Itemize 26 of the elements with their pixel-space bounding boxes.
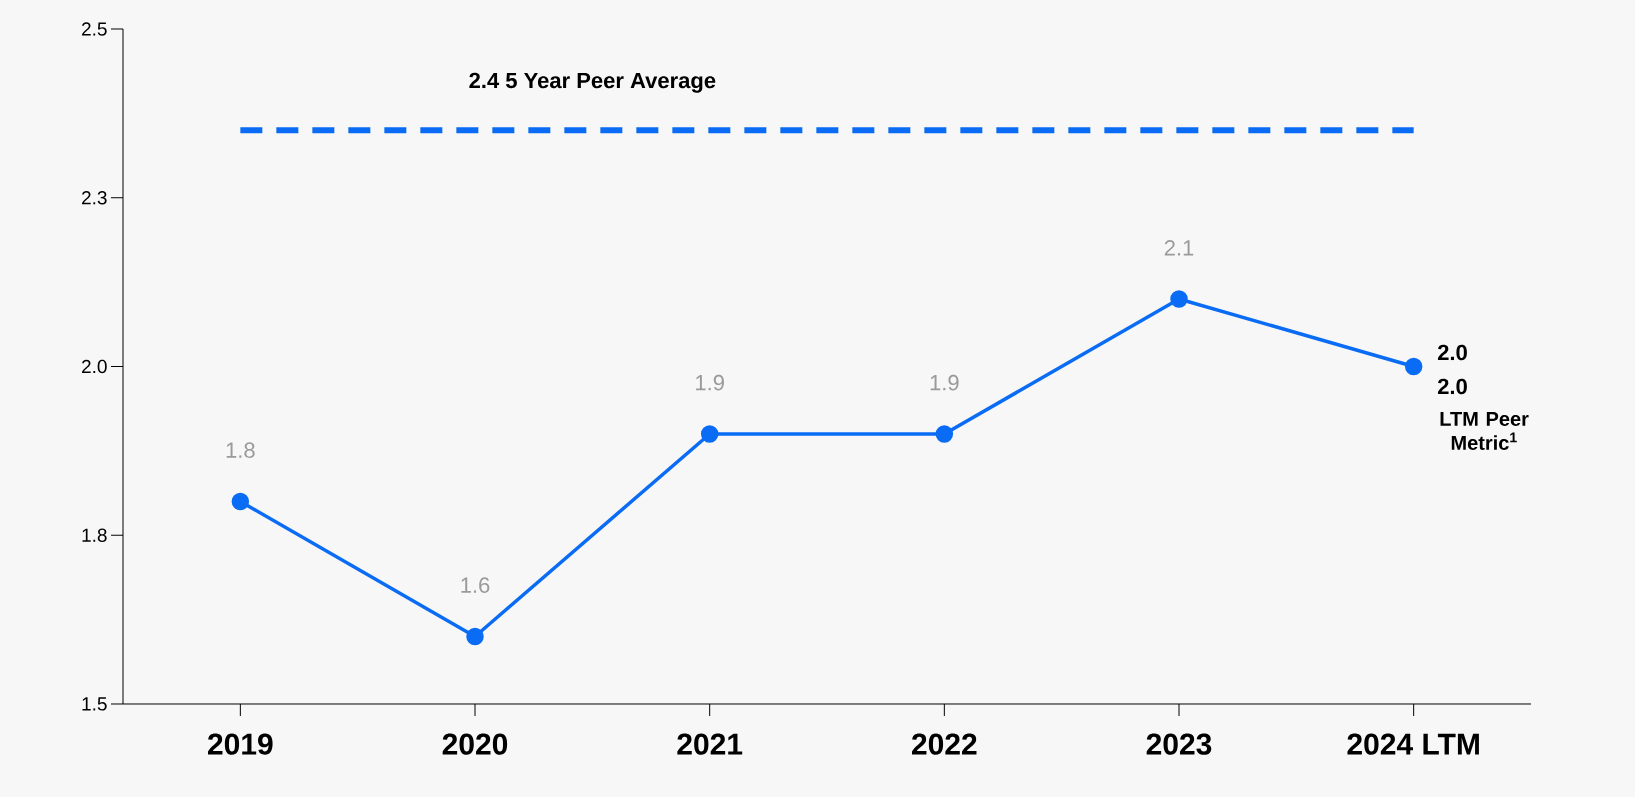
y-tick-label: 2.5	[82, 22, 107, 36]
ref-line-label: 2.4 5 Year Peer Average	[469, 72, 716, 93]
y-tick-label: 1.8	[82, 528, 107, 542]
point	[935, 425, 954, 443]
annotation: LTM Peer Metric$^{1}$	[1440, 412, 1529, 450]
text: 2.1	[1164, 240, 1194, 256]
x-tick-label: 2019	[208, 733, 273, 755]
point	[231, 492, 250, 511]
x-tick-label: 2020	[442, 733, 508, 755]
point	[1404, 357, 1423, 376]
point	[700, 425, 719, 443]
point	[466, 627, 484, 646]
annotation: 2.0	[1437, 378, 1467, 395]
y-tick-label: 2.0	[82, 359, 107, 374]
x-tick-label: 2023	[1146, 733, 1212, 755]
point	[1170, 290, 1188, 308]
y-tick-label: 1.5	[82, 697, 107, 711]
text: 1.9	[930, 374, 959, 391]
y-tick-label: 2.3	[82, 191, 107, 205]
text: 1.9	[696, 374, 724, 391]
text: 1.8	[226, 442, 255, 458]
x-tick-label: 2022	[912, 733, 977, 755]
text: 2.0	[1437, 344, 1467, 361]
text: 1.6	[461, 577, 490, 593]
x-tick-label: 2021	[677, 733, 743, 755]
x-tick-label: 2024 LTM	[1347, 733, 1479, 755]
